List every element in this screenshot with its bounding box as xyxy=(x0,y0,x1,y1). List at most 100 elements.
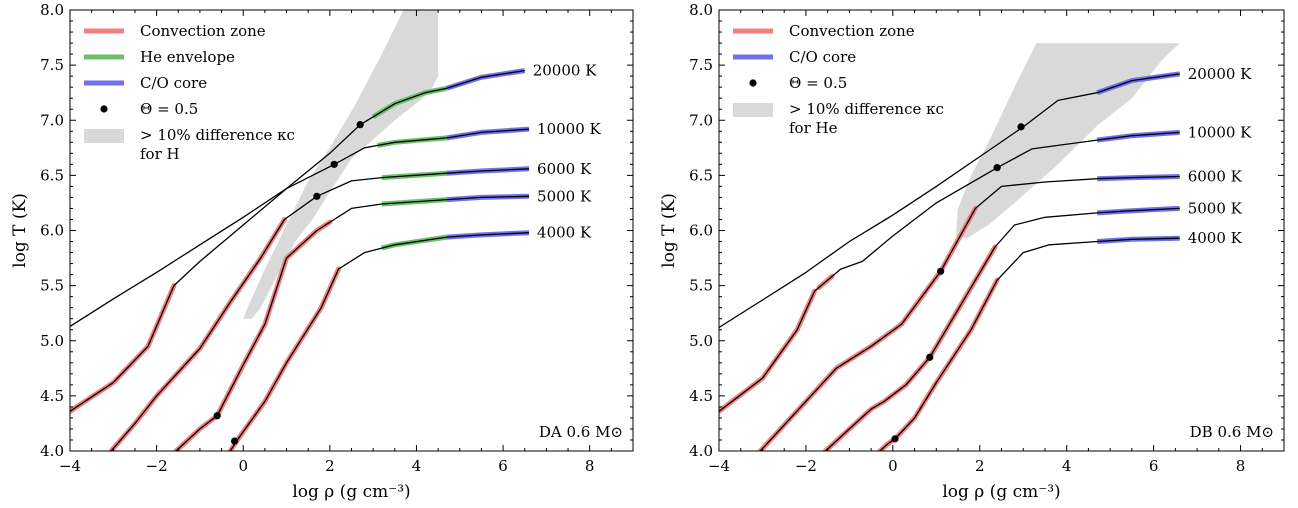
curve-label: 20000 K xyxy=(1188,65,1252,83)
series-line xyxy=(719,73,1180,329)
series-line xyxy=(70,69,525,327)
curve-label: 6000 K xyxy=(1188,167,1243,185)
theta-point xyxy=(1017,123,1025,131)
y-tick-label: 7.0 xyxy=(689,111,713,129)
x-tick-label: 6 xyxy=(1149,457,1159,475)
x-tick-label: 0 xyxy=(888,457,898,475)
legend-label: > 10% difference κc xyxy=(789,100,944,118)
legend-label: for He xyxy=(789,119,838,137)
series-5000k xyxy=(823,205,1180,451)
legend-label: He envelope xyxy=(140,48,235,66)
chart-panel-1: 20000 K 10000 K 6000 K 5000 K 4000 K −4 −2 0 2 4 6… xyxy=(10,1,634,502)
x-tick-label: −2 xyxy=(146,457,168,475)
x-tick-label: −4 xyxy=(708,457,730,475)
curve-label: 5000 K xyxy=(1188,199,1243,217)
legend-swatch-patch xyxy=(84,129,124,143)
legend-label: Θ = 0.5 xyxy=(140,100,198,118)
x-tick-label: 2 xyxy=(325,457,335,475)
series-line xyxy=(719,131,1180,412)
theta-point xyxy=(330,160,338,168)
series-line xyxy=(825,207,1180,451)
theta-point xyxy=(993,164,1001,172)
legend-swatch-dot xyxy=(749,79,757,87)
y-tick-label: 4.0 xyxy=(689,442,713,460)
legend-label: C/O core xyxy=(789,48,856,66)
y-tick-label: 8.0 xyxy=(40,1,64,19)
co-core-segment xyxy=(446,68,526,91)
legend-swatch-patch xyxy=(733,103,773,117)
legend-label: Θ = 0.5 xyxy=(789,74,847,92)
series-line xyxy=(759,175,1180,451)
legend-label: > 10% difference κc xyxy=(140,126,295,144)
theta-point xyxy=(891,435,899,443)
curve-label: 5000 K xyxy=(537,187,592,205)
y-axis-label: log T (K) xyxy=(659,193,679,268)
y-tick-label: 7.0 xyxy=(40,111,64,129)
x-tick-label: 4 xyxy=(1062,457,1072,475)
series-line xyxy=(175,195,530,451)
series-20000k xyxy=(719,71,1181,329)
theta-point xyxy=(937,267,945,275)
y-tick-label: 6.5 xyxy=(689,166,713,184)
curve-label: 10000 K xyxy=(1188,123,1252,141)
y-tick-label: 7.5 xyxy=(40,56,64,74)
curve-label: 4000 K xyxy=(537,224,592,242)
legend-label: for H xyxy=(140,145,180,163)
series-4000k xyxy=(227,230,530,451)
series-6000k xyxy=(108,166,530,451)
y-tick-label: 5.5 xyxy=(689,277,713,295)
legend-label: Convection zone xyxy=(140,22,266,40)
opacity-difference-region xyxy=(243,10,439,319)
theta-point xyxy=(926,353,934,361)
y-tick-label: 5.0 xyxy=(40,332,64,350)
y-tick-label: 7.5 xyxy=(689,56,713,74)
series-20000k xyxy=(70,68,526,327)
curve-label: 6000 K xyxy=(537,160,592,178)
series-4000k xyxy=(877,235,1180,451)
theta-point xyxy=(213,412,221,420)
opacity-difference-region xyxy=(955,43,1180,239)
x-axis-label: log ρ (g cm⁻³) xyxy=(942,482,1060,502)
x-tick-label: 8 xyxy=(1236,457,1246,475)
theta-point xyxy=(230,437,239,445)
theta-point xyxy=(313,192,321,200)
legend: Convection zone C/O core Θ = 0.5 > 10% diff… xyxy=(733,22,944,137)
legend: Convection zone He envelope C/O core Θ = 0.… xyxy=(84,22,295,163)
curve-label: 4000 K xyxy=(1188,229,1243,247)
x-tick-label: 2 xyxy=(975,457,985,475)
chart-panel-2: 20000 K 10000 K 6000 K 5000 K 4000 K −4 −2 0 2 4 6… xyxy=(659,1,1285,502)
plot-area xyxy=(70,10,530,451)
panel-label: DB 0.6 M⊙ xyxy=(1190,423,1274,441)
legend-swatch-dot xyxy=(100,105,108,113)
x-tick-label: 6 xyxy=(498,457,508,475)
y-tick-label: 8.0 xyxy=(689,1,713,19)
y-tick-label: 4.0 xyxy=(40,442,64,460)
curve-label: 10000 K xyxy=(537,120,601,138)
x-tick-label: −4 xyxy=(59,457,81,475)
legend-label: C/O core xyxy=(140,74,207,92)
series-5000k xyxy=(173,193,530,451)
y-tick-label: 4.5 xyxy=(40,387,64,405)
y-tick-label: 6.0 xyxy=(40,222,64,240)
convection-zone-segment xyxy=(719,288,818,414)
x-tick-label: −2 xyxy=(795,457,817,475)
y-tick-label: 6.5 xyxy=(40,166,64,184)
y-tick-label: 6.0 xyxy=(689,222,713,240)
x-tick-label: 8 xyxy=(585,457,595,475)
series-6000k xyxy=(757,174,1180,451)
x-tick-label: 4 xyxy=(412,457,422,475)
x-tick-label: 0 xyxy=(238,457,248,475)
y-tick-label: 4.5 xyxy=(689,387,713,405)
y-axis-label: log T (K) xyxy=(10,193,30,268)
plot-area xyxy=(719,43,1181,451)
convection-zone-segment xyxy=(877,277,1000,451)
legend-label: Convection zone xyxy=(789,22,915,40)
series-line xyxy=(229,232,530,451)
curve-label: 20000 K xyxy=(533,62,597,80)
series-10000k xyxy=(719,129,1180,414)
theta-point xyxy=(356,121,364,129)
y-tick-label: 5.0 xyxy=(689,332,713,350)
series-line xyxy=(879,237,1180,451)
series-10000k xyxy=(70,126,530,414)
